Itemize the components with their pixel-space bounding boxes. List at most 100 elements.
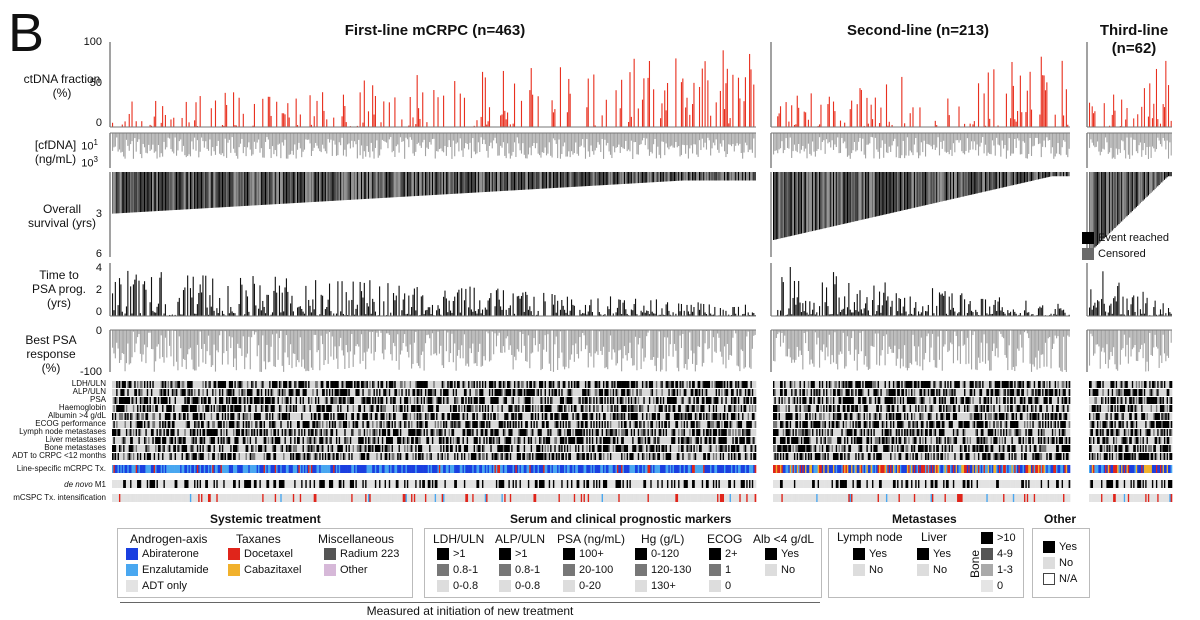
prognostic-cell — [182, 429, 185, 436]
prognostic-cell — [234, 381, 237, 388]
line-tx-cell — [273, 465, 276, 473]
mcspc-cell — [118, 494, 121, 502]
prognostic-cell — [175, 389, 178, 396]
prognostic-cell — [294, 421, 296, 428]
mcspc-cell — [367, 494, 370, 502]
prognostic-cell — [449, 413, 452, 420]
denovo-cell — [333, 480, 335, 488]
prognostic-cell — [283, 397, 285, 404]
prognostic-cell — [459, 437, 462, 444]
prognostic-cell — [444, 389, 447, 396]
cfdna-bar — [134, 133, 136, 139]
prognostic-cell — [280, 389, 282, 396]
prognostic-cell — [342, 421, 345, 428]
prognostic-cell — [233, 389, 235, 396]
line-tx-cell — [401, 465, 404, 473]
prognostic-cell — [369, 389, 372, 396]
prognostic-cell — [194, 405, 196, 412]
cohort-title-first: First-line mCRPC (n=463) — [344, 22, 526, 39]
psa-resp-bar — [238, 330, 240, 349]
os-bar — [455, 172, 457, 194]
prognostic-cell — [157, 413, 160, 420]
prognostic-cell — [155, 429, 157, 436]
prognostic-cell — [182, 437, 185, 444]
prognostic-cell — [234, 413, 237, 420]
line-tx-cell — [164, 465, 167, 473]
prognostic-cell — [487, 381, 490, 388]
psa-resp-bar — [316, 330, 318, 353]
cfdna-bar — [406, 133, 408, 140]
line-tx-cell — [320, 465, 323, 473]
prognostic-cell — [266, 453, 269, 460]
prognostic-cell — [363, 453, 366, 460]
denovo-cell — [370, 480, 373, 488]
cfdna-bar — [142, 133, 144, 144]
prognostic-cell — [395, 437, 398, 444]
prognostic-cell — [180, 397, 182, 404]
prognostic-cell — [360, 429, 363, 436]
denovo-cell — [131, 480, 134, 488]
cfdna-bar — [348, 133, 350, 144]
prognostic-cell — [143, 389, 146, 396]
prognostic-cell — [125, 389, 128, 396]
prognostic-cell — [294, 437, 296, 444]
prognostic-cell — [508, 381, 511, 388]
prognostic-cell — [422, 453, 424, 460]
prognostic-cell — [347, 421, 349, 428]
prognostic-cell — [127, 437, 129, 444]
prognostic-cell — [344, 421, 346, 428]
prognostic-cell — [238, 453, 241, 460]
prognostic-cell — [459, 453, 462, 460]
prognostic-cell — [260, 437, 263, 444]
prognostic-cell — [405, 413, 408, 420]
mcspc-cell — [160, 494, 163, 502]
psa-prog-bar — [356, 304, 358, 316]
prognostic-cell — [189, 397, 192, 404]
psa-resp-bar — [360, 330, 363, 335]
os-bar — [337, 172, 339, 201]
psa-resp-bar — [455, 330, 457, 371]
denovo-cell — [360, 480, 363, 488]
prognostic-cell — [370, 421, 373, 428]
prognostic-cell — [212, 381, 214, 388]
prognostic-cell — [373, 445, 376, 452]
prognostic-cell — [213, 453, 216, 460]
prognostic-cell — [269, 397, 271, 404]
prognostic-cell — [319, 437, 321, 444]
prognostic-cell — [265, 413, 267, 420]
prognostic-cell — [341, 413, 344, 420]
psa-resp-bar — [315, 330, 317, 335]
prognostic-cell — [497, 445, 499, 452]
mcspc-cell — [465, 494, 467, 502]
prognostic-cell — [274, 437, 277, 444]
prognostic-cell — [484, 389, 487, 396]
prognostic-cell — [401, 453, 404, 460]
psa-resp-bar — [214, 330, 217, 372]
prognostic-cell — [294, 413, 296, 420]
denovo-cell — [390, 480, 392, 488]
prognostic-cell — [340, 429, 342, 436]
prognostic-cell — [413, 397, 416, 404]
denovo-cell — [324, 480, 327, 488]
line-tx-cell — [213, 465, 216, 473]
prognostic-cell — [476, 381, 479, 388]
os-bar — [330, 172, 332, 201]
prognostic-cell — [237, 389, 239, 396]
line-tx-cell — [383, 465, 385, 473]
prognostic-cell — [373, 389, 376, 396]
prognostic-cell — [270, 397, 273, 404]
line-tx-cell — [330, 465, 333, 473]
cfdna-bar — [245, 133, 247, 157]
denovo-cell — [420, 480, 423, 488]
psa-resp-bar — [125, 330, 128, 364]
os-bar — [388, 172, 390, 198]
prognostic-cell — [280, 405, 282, 412]
prognostic-cell — [351, 445, 353, 452]
prognostic-cell — [472, 381, 474, 388]
prognostic-cell — [219, 397, 221, 404]
cfdna-bar — [228, 133, 230, 140]
psa-prog-bar — [189, 288, 192, 316]
cfdna-bar — [338, 133, 340, 143]
mcspc-cell — [373, 494, 376, 502]
prognostic-cell — [117, 381, 120, 388]
